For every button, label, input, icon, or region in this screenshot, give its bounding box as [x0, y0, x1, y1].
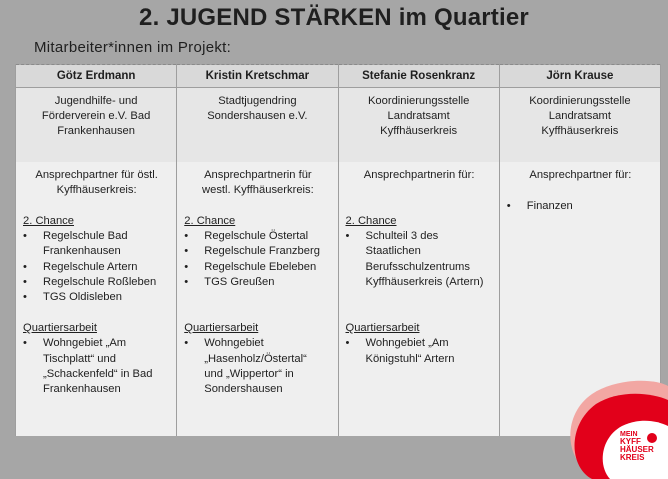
contact-line: Ansprechpartner für östl.: [35, 169, 158, 181]
list-item-line: Frankenhausen: [43, 245, 121, 258]
logo-text-line: KYFF: [620, 437, 641, 446]
tasks-cell: Ansprechpartner für östl. Kyffhäuserkrei…: [14, 162, 178, 436]
quartier-heading: Quartiersarbeit: [345, 321, 420, 334]
chance-list: Regelschule Östertal Regelschule Franzbe…: [184, 229, 331, 290]
contact-line: westl. Kyffhäuserkreis:: [202, 184, 314, 197]
organization-cell: Stadtjugendring Sondershausen e.V.: [176, 87, 339, 162]
list-item: Regelschule Östertal: [184, 229, 331, 245]
quartier-list: Wohngebiet „Am Königstuhl“ Artern: [346, 336, 493, 367]
list-item-line: Berufsschulzentrums: [365, 260, 470, 273]
chance-list: Regelschule Bad Frankenhausen Regelschul…: [23, 229, 170, 306]
list-item: Regelschule Ebeleben: [184, 260, 331, 276]
org-line: Sondershausen e.V.: [207, 110, 308, 122]
list-item: Schulteil 3 des Staatlichen Berufsschulz…: [346, 229, 493, 290]
org-line: Koordinierungsstelle: [367, 95, 470, 107]
list-item-line: Tischplatt“ und: [43, 352, 116, 365]
contact-line: Ansprechpartnerin für:: [363, 169, 475, 181]
contact-line: Kyffhäuserkreis:: [56, 184, 137, 197]
list-item-line: Kyffhäuserkreis (Artern): [365, 276, 484, 289]
list-item: Regelschule Artern: [23, 260, 170, 276]
list-item-line: Staatlichen: [365, 245, 421, 258]
org-line: Kyffhäuserkreis: [541, 125, 619, 137]
column-header-erdmann: Götz Erdmann: [14, 64, 178, 88]
list-item-line: TGS Oldisleben: [43, 291, 122, 304]
list-item: Regelschule Roßleben: [23, 275, 170, 291]
list-item: Finanzen: [507, 199, 654, 215]
chance-heading: 2. Chance: [184, 214, 236, 227]
list-item: TGS Greußen: [184, 275, 331, 291]
contact-role: Ansprechpartner für:: [507, 168, 654, 183]
list-item: Wohngebiet „Am Königstuhl“ Artern: [346, 336, 493, 367]
contact-role: Ansprechpartnerin für:: [346, 168, 493, 183]
list-item: Regelschule Franzberg: [184, 244, 331, 260]
org-line: Frankenhausen: [57, 125, 135, 137]
tasks-cell: Ansprechpartner für: Finanzen: [498, 162, 662, 436]
organization-row: Jugendhilfe- und Förderverein e.V. Bad F…: [14, 87, 662, 162]
header-row: Götz Erdmann Kristin Kretschmar Stefanie…: [14, 64, 662, 88]
column-header-krause: Jörn Krause: [498, 64, 662, 88]
organization-cell: Koordinierungsstelle Landratsamt Kyffhäu…: [498, 87, 662, 162]
kyffhaeuserkreis-logo: MEIN KYFF HÄUSER KREIS: [570, 380, 668, 479]
list-item: Wohngebiet „Hasenholz/Östertal“ und „Wip…: [184, 336, 331, 397]
list-item-line: Frankenhausen: [43, 383, 121, 396]
contact-line: Ansprechpartner für:: [529, 169, 632, 181]
quartier-list: Wohngebiet „Hasenholz/Östertal“ und „Wip…: [184, 336, 331, 397]
quartier-heading: Quartiersarbeit: [184, 321, 259, 334]
logo-dot: [647, 433, 657, 443]
list-item-line: Wohngebiet „Am: [365, 337, 449, 350]
organization-cell: Koordinierungsstelle Landratsamt Kyffhäu…: [337, 87, 500, 162]
logo-text-line: KREIS: [620, 453, 645, 462]
logo-text-line: MEIN: [620, 431, 638, 438]
list-item-line: Sondershausen: [204, 383, 283, 396]
quartier-heading: Quartiersarbeit: [23, 321, 97, 334]
list-item-line: Regelschule Bad: [43, 230, 128, 243]
slide-subtitle: Mitarbeiter*innen im Projekt:: [34, 39, 232, 56]
list-item-line: Finanzen: [526, 199, 573, 212]
chance-heading: 2. Chance: [23, 214, 74, 227]
list-item: Regelschule Bad Frankenhausen: [23, 229, 170, 260]
column-header-kretschmar: Kristin Kretschmar: [176, 64, 339, 88]
list-item-line: TGS Greußen: [204, 276, 275, 289]
org-line: Landratsamt: [387, 110, 450, 122]
list-item-line: „Schackenfeld“ in Bad: [43, 367, 153, 380]
slide-title: 2. JUGEND STÄRKEN im Quartier: [139, 4, 529, 31]
list-item: TGS Oldisleben: [23, 290, 170, 306]
organization-cell: Jugendhilfe- und Förderverein e.V. Bad F…: [14, 87, 178, 162]
list-item-line: Regelschule Ebeleben: [204, 260, 317, 273]
list-item-line: Regelschule Östertal: [204, 230, 309, 243]
org-line: Kyffhäuserkreis: [380, 125, 458, 137]
org-line: Stadtjugendring: [218, 95, 297, 107]
contact-role: Ansprechpartner für östl. Kyffhäuserkrei…: [23, 168, 170, 199]
org-line: Koordinierungsstelle: [529, 95, 631, 107]
tasks-cell: Ansprechpartnerin für: 2. Chance Schulte…: [337, 162, 500, 436]
list-item-line: Regelschule Franzberg: [204, 245, 320, 258]
list-item-line: Regelschule Roßleben: [43, 276, 157, 289]
list-item-line: „Hasenholz/Östertal“: [204, 352, 307, 365]
quartier-list: Wohngebiet „Am Tischplatt“ und „Schacken…: [23, 336, 170, 397]
logo-text-line: HÄUSER: [620, 445, 654, 454]
finance-list: Finanzen: [507, 199, 654, 215]
column-header-rosenkranz: Stefanie Rosenkranz: [337, 64, 500, 88]
list-item-line: Schulteil 3 des: [365, 230, 439, 243]
tasks-row: Ansprechpartner für östl. Kyffhäuserkrei…: [14, 162, 662, 436]
chance-heading: 2. Chance: [345, 214, 397, 227]
list-item-line: Regelschule Artern: [43, 260, 138, 273]
org-line: Jugendhilfe- und: [54, 95, 138, 107]
staff-table: Götz Erdmann Kristin Kretschmar Stefanie…: [14, 64, 662, 436]
list-item-line: und „Wippertor“ in: [204, 367, 294, 380]
org-line: Förderverein e.V. Bad: [41, 110, 151, 122]
org-line: Landratsamt: [548, 110, 611, 122]
list-item: Wohngebiet „Am Tischplatt“ und „Schacken…: [23, 336, 170, 397]
chance-list: Schulteil 3 des Staatlichen Berufsschulz…: [346, 229, 493, 290]
list-item-line: Königstuhl“ Artern: [365, 352, 455, 365]
list-item-line: Wohngebiet: [204, 337, 264, 350]
list-item-line: Wohngebiet „Am: [43, 337, 127, 350]
tasks-cell: Ansprechpartnerin für westl. Kyffhäuserk…: [176, 162, 339, 436]
contact-line: Ansprechpartnerin für: [204, 169, 312, 181]
contact-role: Ansprechpartnerin für westl. Kyffhäuserk…: [184, 168, 331, 199]
